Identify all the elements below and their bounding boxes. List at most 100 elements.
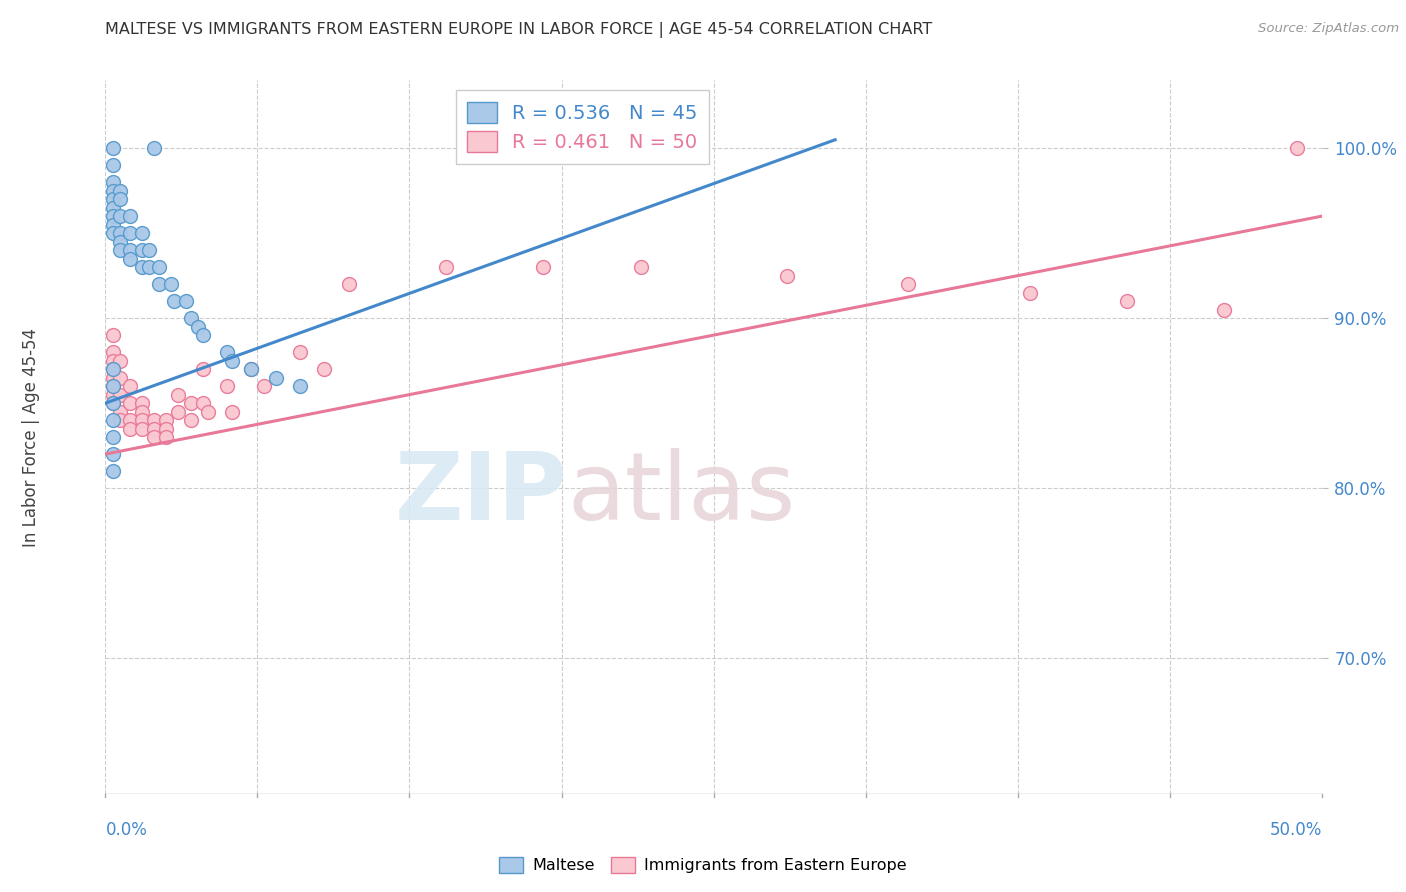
Point	[108, 404, 131, 418]
Point	[131, 413, 153, 427]
Point	[138, 243, 160, 257]
Point	[180, 413, 202, 427]
Text: MALTESE VS IMMIGRANTS FROM EASTERN EUROPE IN LABOR FORCE | AGE 45-54 CORRELATION: MALTESE VS IMMIGRANTS FROM EASTERN EUROP…	[105, 22, 932, 38]
Point	[118, 252, 141, 266]
Point	[180, 396, 202, 410]
Point	[240, 362, 263, 376]
Point	[264, 370, 287, 384]
Text: atlas: atlas	[568, 448, 796, 541]
Text: 50.0%: 50.0%	[1270, 821, 1322, 839]
Point	[191, 362, 214, 376]
Text: ZIP: ZIP	[395, 448, 568, 541]
Point	[288, 379, 311, 393]
Point	[174, 294, 197, 309]
Point	[240, 362, 263, 376]
Point	[101, 184, 124, 198]
Point	[531, 260, 554, 275]
Point	[101, 370, 124, 384]
Point	[180, 311, 202, 326]
Point	[101, 175, 124, 189]
Point	[187, 319, 209, 334]
Point	[101, 379, 124, 393]
Point	[217, 345, 239, 359]
Point	[101, 396, 124, 410]
Point	[101, 328, 124, 343]
Point	[131, 260, 153, 275]
Point	[101, 192, 124, 206]
Point	[1116, 294, 1139, 309]
Point	[108, 370, 131, 384]
Point	[101, 158, 124, 172]
Point	[221, 353, 243, 368]
Point	[101, 218, 124, 232]
Point	[101, 464, 124, 478]
Point	[101, 430, 124, 444]
Point	[101, 396, 124, 410]
Point	[101, 209, 124, 223]
Point	[155, 421, 177, 435]
Point	[434, 260, 457, 275]
Point	[167, 387, 190, 401]
Point	[101, 447, 124, 461]
Point	[101, 226, 124, 240]
Point	[118, 379, 141, 393]
Point	[108, 235, 131, 249]
Legend: R = 0.536   N = 45, R = 0.461   N = 50: R = 0.536 N = 45, R = 0.461 N = 50	[456, 90, 709, 163]
Point	[101, 345, 124, 359]
Point	[314, 362, 336, 376]
Point	[897, 277, 920, 292]
Point	[101, 379, 124, 393]
Point	[131, 404, 153, 418]
Point	[138, 260, 160, 275]
Point	[131, 226, 153, 240]
Point	[108, 387, 131, 401]
Point	[252, 379, 274, 393]
Point	[148, 277, 170, 292]
Point	[1018, 285, 1040, 300]
Point	[155, 430, 177, 444]
Point	[288, 345, 311, 359]
Point	[143, 413, 166, 427]
Point	[167, 404, 190, 418]
Text: 0.0%: 0.0%	[105, 821, 148, 839]
Point	[108, 192, 131, 206]
Point	[108, 209, 131, 223]
Point	[630, 260, 652, 275]
Point	[101, 413, 124, 427]
Point	[118, 396, 141, 410]
Point	[160, 277, 183, 292]
Point	[217, 379, 239, 393]
Point	[108, 413, 131, 427]
Point	[118, 421, 141, 435]
Point	[118, 226, 141, 240]
Point	[191, 328, 214, 343]
Point	[197, 404, 219, 418]
Point	[101, 141, 124, 155]
Point	[1286, 141, 1309, 155]
Point	[155, 413, 177, 427]
Point	[101, 201, 124, 215]
Text: In Labor Force | Age 45-54: In Labor Force | Age 45-54	[22, 327, 39, 547]
Point	[131, 243, 153, 257]
Point	[101, 353, 124, 368]
Point	[108, 353, 131, 368]
Point	[101, 387, 124, 401]
Point	[148, 260, 170, 275]
Point	[108, 226, 131, 240]
Point	[101, 362, 124, 376]
Point	[118, 209, 141, 223]
Point	[162, 294, 184, 309]
Point	[775, 268, 797, 283]
Point	[143, 421, 166, 435]
Point	[131, 421, 153, 435]
Point	[108, 243, 131, 257]
Point	[118, 243, 141, 257]
Point	[108, 184, 131, 198]
Point	[337, 277, 360, 292]
Point	[191, 396, 214, 410]
Point	[131, 396, 153, 410]
Point	[118, 413, 141, 427]
Point	[143, 430, 166, 444]
Point	[143, 141, 166, 155]
Point	[1213, 302, 1236, 317]
